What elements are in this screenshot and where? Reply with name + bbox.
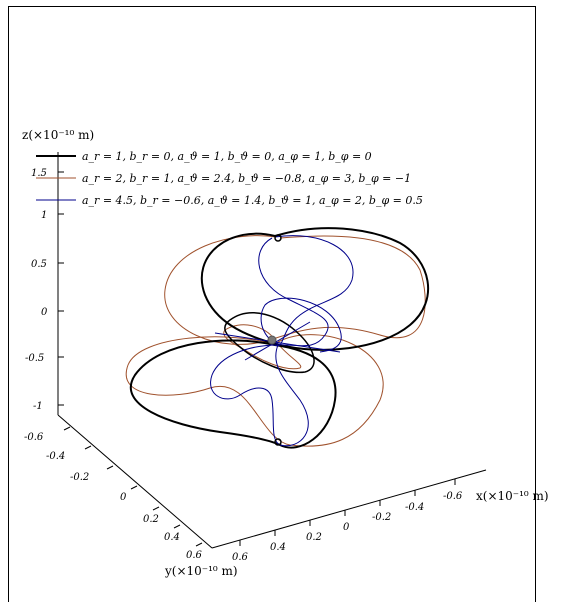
series-1-orbit	[224, 312, 315, 374]
series-3-orbit	[244, 321, 311, 361]
y-tick-label: 0.4	[164, 532, 180, 543]
plot-frame	[8, 6, 536, 602]
z-tick-label: 1	[41, 210, 47, 221]
nucleus-marker-bottom	[274, 438, 282, 446]
series-3-orbit	[274, 235, 354, 347]
x-tick-label: -0.6	[443, 491, 463, 502]
z-tick-label: 0	[41, 307, 48, 318]
y-tick-label: 0.2	[143, 514, 159, 525]
y-ticks: -0.6 -0.4 -0.2 0 0.2 0.4 0.6	[24, 426, 203, 561]
series-2-orbit	[164, 235, 426, 345]
x-ticks: -0.6 -0.4 -0.2 0 0.2 0.4 0.6	[232, 479, 463, 563]
legend-label-series-3: a_r = 4.5, b_r = −0.6, a_ϑ = 1.4, b_ϑ = …	[82, 194, 423, 207]
y-tick-label: 0.6	[186, 550, 203, 561]
x-tick-label: -0.4	[405, 502, 424, 513]
y-tick-label: -0.2	[70, 472, 89, 483]
y-axis-line	[57, 414, 213, 549]
series-1-orbit	[129, 339, 337, 449]
y-tick-label: -0.4	[46, 451, 65, 462]
y-axis-label: y(×10⁻¹⁰ m)	[164, 564, 238, 578]
series-1-orbit	[200, 227, 429, 351]
center-marker	[267, 335, 277, 345]
z-tick-label: -1	[33, 401, 43, 412]
x-tick-label: 0.2	[306, 532, 322, 543]
orbit-curves	[125, 227, 429, 449]
z-tick-label: 1.5	[31, 168, 47, 179]
z-ticks: 1.5 1 0.5 0 -0.5 -1	[25, 168, 64, 412]
y-tick-label: -0.6	[24, 432, 44, 443]
series-3-orbit	[214, 332, 341, 353]
nucleus-marker-top	[274, 234, 282, 242]
legend-label-series-1: a_r = 1, b_r = 0, a_ϑ = 1, b_ϑ = 0, a_φ …	[82, 150, 372, 163]
x-tick-label: -0.2	[372, 512, 391, 523]
z-tick-label: 0.5	[31, 259, 47, 270]
series-2-orbit	[125, 334, 384, 447]
z-tick-label: -0.5	[25, 353, 44, 364]
x-tick-label: 0.4	[270, 542, 286, 553]
x-tick-label: 0	[343, 522, 350, 533]
z-axis-label: z(×10⁻¹⁰ m)	[22, 128, 94, 142]
x-axis-label: x(×10⁻¹⁰ m)	[476, 489, 549, 503]
x-axis-line	[211, 469, 487, 549]
legend-label-series-2: a_r = 2, b_r = 1, a_ϑ = 2.4, b_ϑ = −0.8,…	[82, 172, 411, 185]
y-tick-label: 0	[120, 492, 127, 503]
series-3-orbit	[210, 344, 309, 447]
x-tick-label: 0.6	[232, 552, 249, 563]
series-3-orbit	[258, 237, 342, 353]
legend: a_r = 1, b_r = 0, a_ϑ = 1, b_ϑ = 0, a_φ …	[36, 150, 423, 207]
